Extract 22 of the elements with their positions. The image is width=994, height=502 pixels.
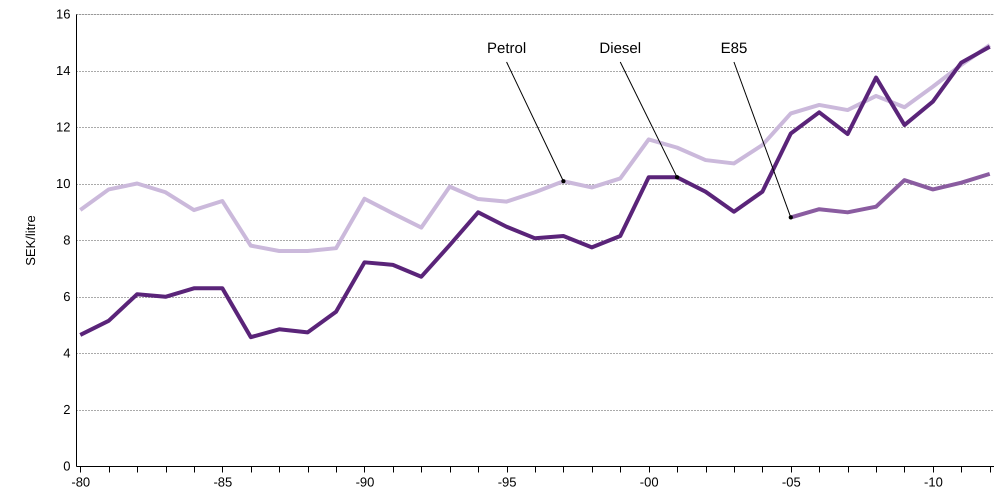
y-tick-label: 12 [56,120,70,134]
x-tick-label: -10 [924,474,943,490]
y-tick-label: 2 [63,402,70,417]
x-tick-label: -90 [356,474,374,490]
text: Petrol [486,40,526,57]
x-tick-label: -80 [71,474,90,490]
text: Diesel [599,40,642,57]
y-tick-label: 16 [56,6,70,22]
y-tick-label: 4 [63,346,70,360]
y-tick-label: 14 [56,63,70,78]
x-tick-label: -00 [640,474,659,490]
x-tick-label: -05 [782,474,801,490]
x-tick-label: -85 [213,474,232,490]
y-tick-label: 8 [63,232,70,248]
y-tick-label: 0 [63,458,70,474]
text: E85 [720,40,748,57]
x-tick-label: -95 [498,474,516,490]
y-tick-label: 10 [56,176,70,191]
y-tick-label: 6 [63,289,70,304]
line-series [788,172,992,220]
line-series [78,43,992,254]
y-axis-title: SEK/litre [23,215,38,266]
